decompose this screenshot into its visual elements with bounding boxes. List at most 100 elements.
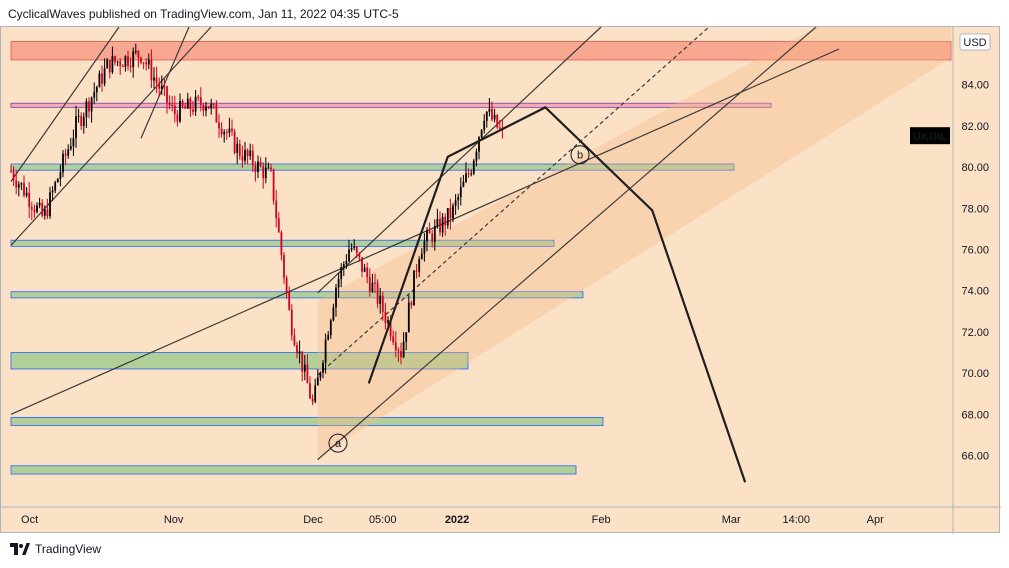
candle-body <box>236 143 239 153</box>
candle-body <box>205 106 207 111</box>
candle-body <box>246 149 249 157</box>
candle-body <box>366 267 369 278</box>
candle-body <box>171 104 174 106</box>
candle-body <box>93 92 96 98</box>
candle-body <box>340 267 343 279</box>
candle-body <box>355 247 358 253</box>
candle-body <box>423 241 426 254</box>
y-tick-label: 68.00 <box>961 409 989 421</box>
candle-body <box>95 87 98 93</box>
candle-body <box>197 96 200 98</box>
candle-body <box>259 161 262 167</box>
candle-body <box>20 183 23 185</box>
candle-body <box>394 342 397 351</box>
candle-body <box>361 257 363 272</box>
candle-body <box>142 62 145 64</box>
candle-body <box>262 166 265 179</box>
candle-body <box>163 85 166 87</box>
candle-body <box>285 277 288 293</box>
candle-body <box>493 114 496 120</box>
candle-body <box>158 83 161 89</box>
candle-body <box>379 295 382 304</box>
x-tick-label: 14:00 <box>782 514 810 526</box>
candle-body <box>496 114 499 128</box>
y-tick-label: 66.00 <box>961 450 989 462</box>
candle-body <box>218 122 220 129</box>
candle-body <box>33 209 36 212</box>
candle-body <box>134 50 137 52</box>
candle-body <box>186 98 189 109</box>
candle-body <box>467 173 470 175</box>
symbol-badge <box>910 127 950 145</box>
candle-body <box>62 153 64 173</box>
candle-body <box>293 335 296 346</box>
candle-body <box>54 182 57 191</box>
y-tick-label: 80.00 <box>961 162 989 174</box>
candle-body <box>415 270 418 272</box>
candle-body <box>470 173 473 175</box>
left-channel-middle <box>140 27 190 139</box>
candle-body <box>290 309 293 336</box>
candle-body <box>397 350 400 352</box>
candle-body <box>309 383 311 399</box>
candle-body <box>179 100 181 122</box>
candle-body <box>176 114 179 122</box>
candle-body <box>483 120 486 130</box>
candle-body <box>249 150 252 157</box>
x-tick-label: 05:00 <box>369 514 397 526</box>
candle-body <box>114 56 116 63</box>
candle-body <box>452 205 454 219</box>
candle-body <box>441 216 444 233</box>
candle-body <box>342 264 345 268</box>
x-tick-label: Mar <box>722 514 741 526</box>
candle-body <box>280 232 283 256</box>
candle-body <box>267 167 270 169</box>
candle-body <box>147 59 150 65</box>
publisher-caption: CyclicalWaves published on TradingView.c… <box>8 7 399 21</box>
candle-body <box>322 362 324 373</box>
candle-body <box>228 128 231 133</box>
wave-label-circle <box>328 433 348 453</box>
candle-body <box>350 248 353 250</box>
candle-body <box>231 128 233 132</box>
candle-body <box>168 102 171 105</box>
candle-body <box>43 209 46 216</box>
candle-body <box>480 129 483 138</box>
candle-body <box>413 270 415 306</box>
candle-body <box>77 115 80 117</box>
candle-body <box>446 208 449 226</box>
zone-resistance-0 <box>10 41 952 61</box>
candle-body <box>353 247 356 249</box>
candle-body <box>153 77 155 81</box>
left-channel-upper <box>10 27 120 182</box>
candle-body <box>374 282 376 284</box>
candle-body <box>192 109 194 112</box>
candle-body <box>41 202 44 216</box>
candle-body <box>202 104 205 111</box>
candle-body <box>85 101 88 118</box>
candle-body <box>49 192 51 217</box>
y-tick-label: 82.00 <box>961 121 989 133</box>
candle-body <box>491 108 493 120</box>
candle-body <box>199 97 202 105</box>
candle-body <box>56 178 59 183</box>
candle-body <box>384 311 387 323</box>
price-chart[interactable]: a b 84.00 82.00 80.00 78.00 76.00 74.00 72.00 70… <box>1 27 1001 534</box>
footer-brand-label: TradingView <box>35 542 102 556</box>
candle-body <box>150 59 153 81</box>
zone-support-3 <box>10 239 555 247</box>
candle-body <box>207 106 210 109</box>
candle-body <box>324 339 327 363</box>
candle-body <box>376 282 379 304</box>
candle-body <box>407 302 410 333</box>
chart-panel[interactable]: a b 84.00 82.00 80.00 78.00 76.00 74.00 72.00 70… <box>0 26 1001 534</box>
candle-body <box>127 56 129 66</box>
projected-wave-path <box>367 106 747 483</box>
y-tick-label: 84.00 <box>961 80 989 92</box>
symbol-label: UKOIL <box>913 131 948 143</box>
candle-body <box>319 372 322 378</box>
candle-body <box>311 398 314 402</box>
candle-body <box>124 56 127 68</box>
candle-body <box>25 192 28 196</box>
candle-body <box>363 267 366 272</box>
